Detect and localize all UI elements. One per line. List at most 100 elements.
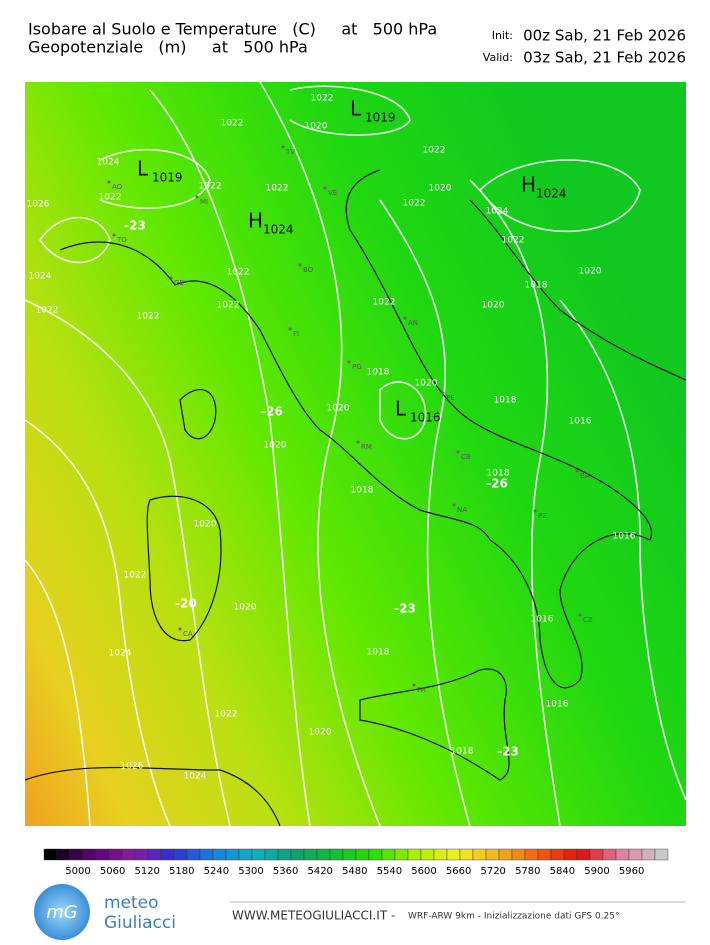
isobar-label: 1022: [502, 236, 525, 246]
colorbar-swatch: [277, 848, 292, 861]
pressure-center-value: 1024: [263, 223, 294, 237]
colorbar-swatch: [95, 848, 110, 861]
city-label: AO: [112, 183, 123, 191]
city-dot: [575, 469, 579, 473]
city-label: PZ: [538, 512, 547, 520]
colorbar-swatch: [563, 848, 578, 861]
pressure-center-letter: L: [350, 97, 362, 121]
city-dot: [112, 233, 116, 237]
isobar-label: 1020: [234, 603, 257, 613]
temperature-label: -26: [261, 405, 283, 419]
city-dot: [403, 316, 407, 320]
isobar-label: 1018: [494, 396, 517, 406]
logo-text: Giuliacci: [104, 913, 176, 933]
colorbar-swatch: [134, 848, 149, 861]
city-label: NA: [457, 506, 467, 514]
pressure-center-letter: L: [137, 157, 149, 181]
isobar-label: 1018: [367, 648, 390, 658]
isobar-label: 1022: [373, 298, 396, 308]
colorbar-swatch: [615, 848, 630, 861]
colorbar-swatch: [394, 848, 409, 861]
init-value: 00z Sab, 21 Feb 2026: [523, 27, 686, 45]
city-dot: [195, 195, 199, 199]
isobar-label: 1022: [266, 184, 289, 194]
isobar-label: 1018: [487, 469, 510, 479]
colorbar-label: 5180: [169, 866, 194, 877]
colorbar-swatch: [602, 848, 617, 861]
colorbar-swatch: [303, 848, 318, 861]
isobar-label: 1022: [124, 571, 147, 581]
colorbar-swatch: [264, 848, 279, 861]
colorbar-swatch: [69, 848, 84, 861]
colorbar-swatch: [147, 848, 162, 861]
isobar-label: 1022: [227, 268, 250, 278]
colorbar-swatch: [381, 848, 396, 861]
city-label: CA: [183, 630, 193, 638]
city-dot: [107, 180, 111, 184]
map-labels: 1022 1020 1022 1024 1022 1022 1026 1022 1022 1020…: [27, 94, 636, 782]
pressure-center-value: 1019: [152, 171, 183, 185]
colorbar-swatch: [511, 848, 526, 861]
city-dot: [452, 503, 456, 507]
city-label: PE: [446, 394, 455, 402]
colorbar-swatch: [576, 848, 591, 861]
colorbar-label: 5540: [377, 866, 402, 877]
isobar-label: 1016: [569, 417, 592, 427]
colorbar-swatch: [420, 848, 435, 861]
isobar-label: 1016: [546, 700, 569, 710]
city-label: CB: [461, 453, 471, 461]
colorbar-swatch: [173, 848, 188, 861]
colorbar-label: 5480: [342, 866, 367, 877]
logo-mark: mG: [46, 902, 78, 923]
colorbar-swatch: [485, 848, 500, 861]
colorbar-swatch: [160, 848, 175, 861]
isobar-label: 1020: [482, 301, 505, 311]
city-label: PG: [352, 363, 362, 371]
city-dot: [578, 613, 582, 617]
pressure-center-value: 1016: [410, 411, 441, 425]
isobar-label: 1016: [531, 615, 554, 625]
isobar-label: 1022: [215, 710, 238, 720]
colorbar-swatch: [329, 848, 344, 861]
map: 1022 1020 1022 1024 1022 1022 1026 1022 1022 1020…: [24, 81, 687, 827]
isobar-label: 1018: [525, 281, 548, 291]
isobar-label: 1020: [327, 404, 350, 414]
colorbar-label: 5660: [446, 866, 471, 877]
colorbar-swatch: [43, 848, 58, 861]
title-line: Geopotenziale (m) at 500 hPa: [28, 38, 308, 57]
coastlines: [24, 169, 687, 827]
colorbar-swatch: [316, 848, 331, 861]
valid-label: Valid:: [483, 51, 513, 64]
colorbar-swatch: [199, 848, 214, 861]
city-dot: [298, 263, 302, 267]
isobar-label: 1024: [184, 772, 207, 782]
isobar-label: 1018: [367, 368, 390, 378]
colorbar-swatch: [472, 848, 487, 861]
isobar-label: 1022: [199, 182, 222, 192]
isobar-label: 1020: [415, 379, 438, 389]
colorbar-swatch: [186, 848, 201, 861]
temperature-label: -20: [175, 597, 197, 611]
isobar-label: 1026: [27, 200, 50, 210]
colorbar-label: 5960: [619, 866, 644, 877]
city-label: MI: [200, 198, 208, 206]
isobar-label: 1022: [99, 193, 122, 203]
colorbar-label: 5600: [411, 866, 436, 877]
footer-site: WWW.METEOGIULIACCI.IT -: [232, 909, 395, 923]
pressure-center-letter: H: [248, 209, 263, 233]
colorbar-swatch: [433, 848, 448, 861]
city-label: AN: [408, 319, 418, 327]
colorbar-swatch: [524, 848, 539, 861]
city-label: GE: [174, 279, 184, 287]
isobar-label: 1022: [403, 199, 426, 209]
isobar-label: 1018: [351, 486, 374, 496]
city-label: RM: [361, 443, 372, 451]
pressure-center-value: 1024: [536, 187, 567, 201]
colorbar-swatch: [446, 848, 461, 861]
colorbar-swatch: [82, 848, 97, 861]
colorbar-swatch: [225, 848, 240, 861]
isobar-label: 1026: [121, 762, 144, 772]
title-line: Isobare al Suolo e Temperature (C) at 50…: [28, 20, 437, 39]
city-dot: [441, 391, 445, 395]
